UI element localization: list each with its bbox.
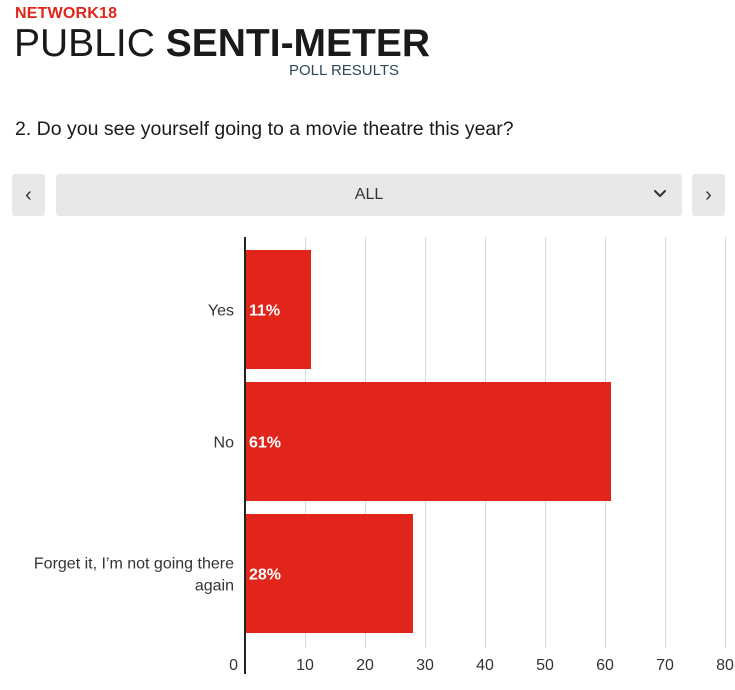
previous-button[interactable]: ‹ bbox=[12, 174, 45, 216]
data-label-2: 28% bbox=[249, 567, 281, 584]
question-heading: 2. Do you see yourself going to a movie … bbox=[15, 118, 514, 140]
page-subtitle: POLL RESULTS bbox=[289, 62, 400, 79]
category-label-1-line-0: No bbox=[214, 435, 235, 452]
x-tick-label-8: 80 bbox=[716, 657, 734, 674]
bar-1 bbox=[245, 382, 611, 501]
next-button[interactable]: › bbox=[692, 174, 725, 216]
filter-select-value: ALL bbox=[354, 186, 384, 203]
category-label-0: Yes bbox=[208, 303, 234, 320]
chevron-left-icon: ‹ bbox=[25, 183, 32, 206]
category-label-0-line-0: Yes bbox=[208, 303, 234, 320]
page-title-bold: SENTI-METER bbox=[165, 22, 431, 65]
bar-0 bbox=[245, 250, 311, 369]
x-tick-label-3: 30 bbox=[416, 657, 434, 674]
x-tick-label-4: 40 bbox=[476, 657, 494, 674]
bar-2 bbox=[245, 514, 413, 633]
x-tick-label-1: 10 bbox=[296, 657, 314, 674]
filter-select[interactable]: ALL bbox=[56, 174, 682, 216]
x-tick-label-7: 70 bbox=[656, 657, 674, 674]
page-title-light: PUBLIC bbox=[14, 22, 166, 65]
page-title: PUBLIC SENTI-METER bbox=[14, 22, 430, 66]
chevron-down-icon bbox=[654, 190, 666, 197]
chevron-right-icon: › bbox=[705, 183, 712, 206]
data-label-1: 61% bbox=[249, 435, 281, 452]
brand-logo-text: NETWORK18 bbox=[15, 5, 118, 22]
category-label-2-line-0: Forget it, I’m not going there bbox=[34, 556, 234, 573]
x-tick-label-5: 50 bbox=[536, 657, 554, 674]
x-tick-label-0: 0 bbox=[229, 657, 238, 674]
data-label-0: 11% bbox=[249, 303, 280, 320]
x-tick-label-2: 20 bbox=[356, 657, 374, 674]
category-label-2: Forget it, I’m not going there again bbox=[34, 556, 234, 595]
x-tick-label-6: 60 bbox=[596, 657, 614, 674]
category-label-2-line-1: again bbox=[195, 578, 234, 595]
category-label-1: No bbox=[214, 435, 235, 452]
